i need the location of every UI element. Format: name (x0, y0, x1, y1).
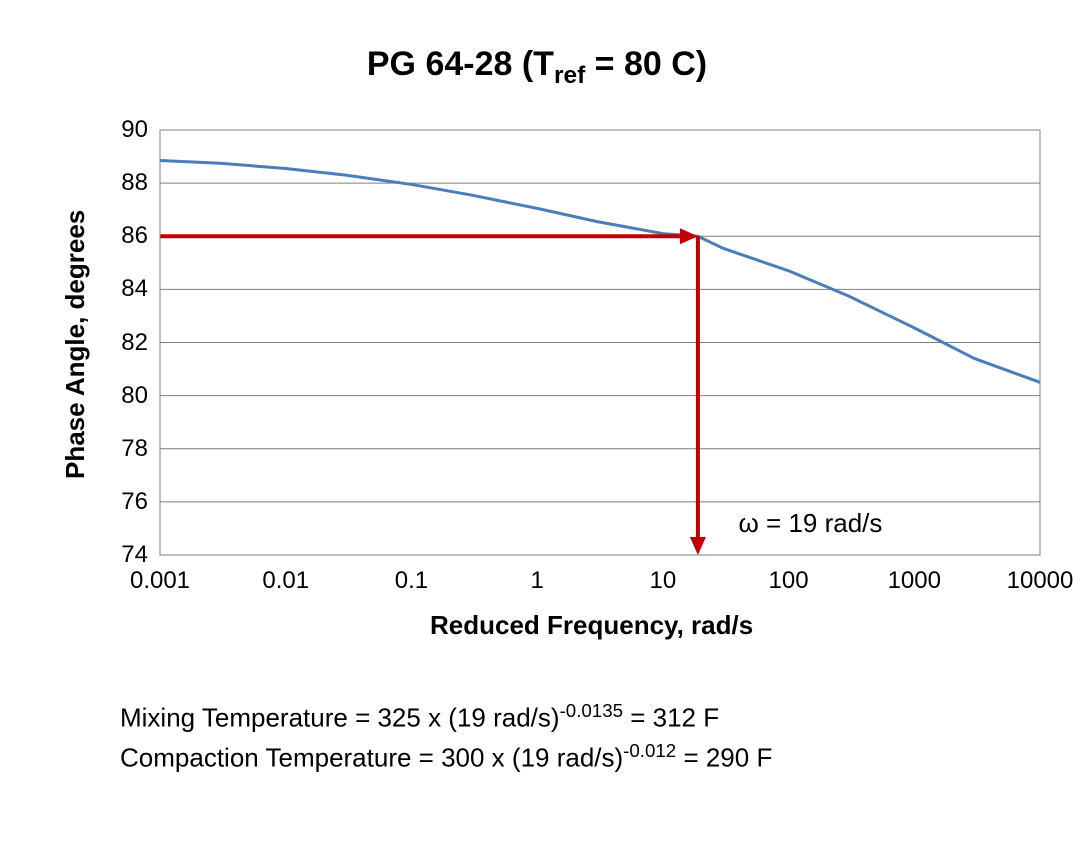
eq2-pre: Compaction Temperature = 300 x (19 rad/s… (120, 743, 623, 773)
eq2-sup: -0.012 (623, 740, 676, 761)
eq1-post: = 312 F (623, 703, 719, 733)
omega-annotation: ω = 19 rad/s (739, 508, 883, 539)
x-tick-label: 10000 (980, 567, 1074, 595)
x-tick-label: 0.01 (226, 567, 346, 595)
x-tick-label: 10 (603, 567, 723, 595)
arrow-layer (160, 228, 706, 555)
x-tick-label: 0.001 (100, 567, 220, 595)
y-tick-label: 84 (90, 275, 148, 303)
x-axis-label: Reduced Frequency, rad/s (430, 610, 753, 641)
y-tick-label: 74 (90, 541, 148, 569)
eq2-post: = 290 F (676, 743, 772, 773)
x-tick-label: 100 (729, 567, 849, 595)
eq1-sup: -0.0135 (560, 700, 623, 721)
y-tick-label: 78 (90, 435, 148, 463)
y-tick-label: 86 (90, 222, 148, 250)
y-tick-label: 82 (90, 329, 148, 357)
y-axis-label: Phase Angle, degrees (60, 209, 91, 478)
y-tick-label: 80 (90, 382, 148, 410)
eq1-pre: Mixing Temperature = 325 x (19 rad/s) (120, 703, 560, 733)
y-tick-label: 88 (90, 169, 148, 197)
x-tick-label: 1 (477, 567, 597, 595)
compaction-temperature-equation: Compaction Temperature = 300 x (19 rad/s… (120, 740, 772, 774)
y-tick-label: 76 (90, 488, 148, 516)
x-tick-label: 0.1 (351, 567, 471, 595)
mixing-temperature-equation: Mixing Temperature = 325 x (19 rad/s)-0.… (120, 700, 719, 734)
y-tick-label: 90 (90, 116, 148, 144)
chart-svg (0, 0, 1074, 865)
x-tick-label: 1000 (854, 567, 974, 595)
series-layer (160, 161, 1040, 383)
grid-layer (160, 130, 1040, 555)
